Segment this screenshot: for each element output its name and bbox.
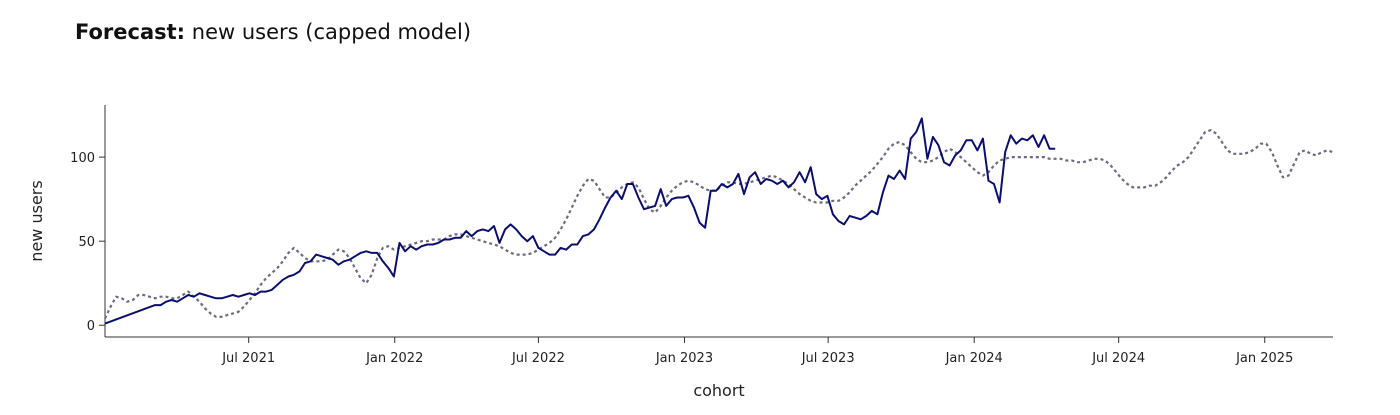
x-tick-label: Jan 2022 <box>365 351 423 366</box>
x-tick: Jul 2024 <box>1091 337 1145 366</box>
x-tick-label: Jul 2024 <box>1091 351 1145 366</box>
x-tick: Jul 2023 <box>801 337 855 366</box>
x-tick: Jul 2021 <box>221 337 275 366</box>
y-axis-ticks: 0 50 100 <box>70 151 105 334</box>
x-axis-ticks: Jul 2021 Jan 2022 Jul 2022 Jan 2023 Jul 2023… <box>221 337 1293 366</box>
forecast-line <box>104 129 1334 319</box>
y-tick: 100 <box>70 151 105 166</box>
x-axis-label: cohort <box>693 381 744 400</box>
y-tick-label: 0 <box>87 319 95 334</box>
x-tick-label: Jul 2023 <box>801 351 855 366</box>
x-tick-label: Jul 2021 <box>221 351 275 366</box>
chart-title-bold: Forecast: <box>75 20 186 44</box>
x-tick-label: Jan 2024 <box>945 351 1003 366</box>
series-layer <box>104 117 1334 325</box>
y-axis-label: new users <box>27 180 46 261</box>
y-tick: 0 <box>87 319 105 334</box>
actual-line <box>104 117 1056 325</box>
x-tick: Jul 2022 <box>511 337 565 366</box>
x-tick: Jan 2023 <box>655 337 713 366</box>
x-tick-label: Jan 2023 <box>655 351 713 366</box>
y-tick: 50 <box>78 235 105 250</box>
x-tick-label: Jan 2025 <box>1235 351 1293 366</box>
x-tick: Jan 2024 <box>945 337 1003 366</box>
chart-title: Forecast: new users (capped model) <box>75 20 471 44</box>
x-tick: Jan 2022 <box>365 337 423 366</box>
chart-title-rest: new users (capped model) <box>185 20 472 44</box>
y-tick-label: 50 <box>78 235 95 250</box>
x-tick-label: Jul 2022 <box>511 351 565 366</box>
y-tick-label: 100 <box>70 151 95 166</box>
x-tick: Jan 2025 <box>1235 337 1293 366</box>
